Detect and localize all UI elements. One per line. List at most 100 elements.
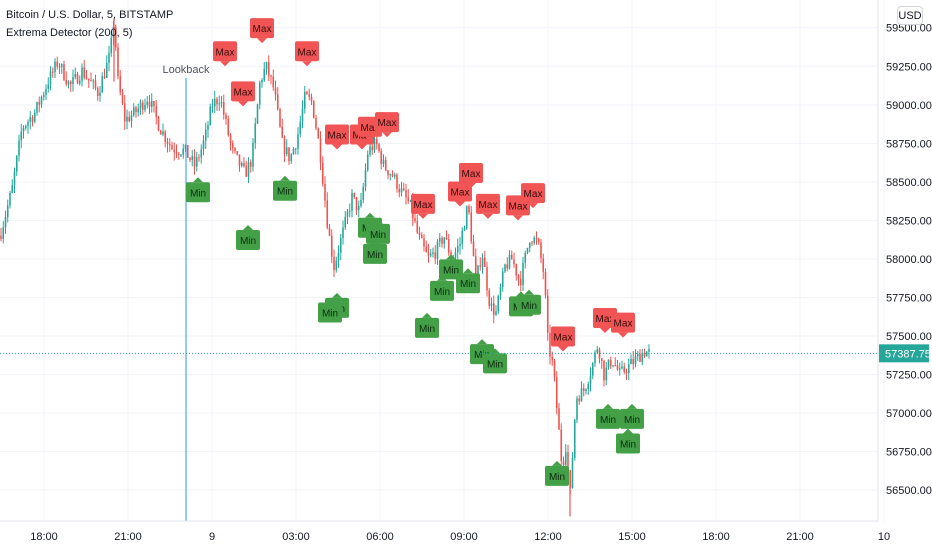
candle	[74, 67, 77, 80]
candle-body	[211, 106, 214, 108]
last-price-badge	[879, 344, 929, 363]
candle-body	[33, 112, 36, 122]
candle-body	[542, 258, 545, 272]
max-marker-box	[611, 312, 635, 333]
candle-body	[447, 239, 450, 253]
candle-body	[643, 352, 646, 357]
candle	[504, 263, 506, 273]
max-marker-box	[213, 41, 237, 62]
candle-body	[85, 77, 88, 79]
max-marker-pointer	[238, 101, 248, 107]
currency-button[interactable]: USD	[897, 6, 923, 25]
max-marker: Max	[295, 41, 319, 67]
max-marker-box	[250, 18, 274, 39]
candle-body	[18, 140, 20, 157]
candle-body	[229, 135, 232, 144]
candle-body	[623, 366, 626, 373]
y-tick-label: 57250.00	[886, 370, 932, 382]
candle-body	[288, 147, 290, 162]
candle	[137, 103, 140, 117]
candle-body	[380, 151, 383, 164]
max-marker-box	[459, 163, 483, 184]
candle	[49, 66, 52, 91]
max-marker: Max	[611, 312, 635, 338]
candle	[400, 181, 403, 197]
candle	[544, 268, 547, 299]
min-marker: Min	[415, 312, 439, 338]
candle-body	[571, 458, 574, 488]
candle-body	[517, 275, 520, 279]
candle-body	[0, 235, 2, 239]
candle	[101, 72, 104, 93]
candle-body	[405, 190, 407, 198]
candle	[360, 193, 362, 208]
candle-body	[645, 351, 648, 357]
indicator-legend[interactable]: Extrema Detector (200, 5)	[6, 27, 133, 39]
max-marker-label: Max	[414, 200, 433, 211]
candle	[301, 100, 304, 129]
y-tick-label: 59250.00	[886, 61, 932, 73]
candle-body	[38, 102, 41, 105]
candle-body	[153, 100, 155, 107]
min-marker-pointer	[422, 312, 432, 318]
min-marker: Min	[318, 297, 342, 323]
candle	[231, 140, 234, 154]
candle	[398, 183, 401, 198]
candle-body	[258, 82, 261, 105]
x-tick-label: 21:00	[114, 531, 142, 543]
candle	[65, 71, 68, 87]
min-marker-label: Min	[367, 250, 383, 261]
max-marker-pointer	[455, 201, 465, 207]
x-tick-label: 18:00	[702, 531, 730, 543]
candle	[621, 360, 623, 370]
x-tick-label: 15:00	[618, 531, 646, 543]
candle-body	[281, 126, 284, 138]
candle-body	[528, 242, 531, 248]
candle-body	[333, 256, 335, 271]
candle-body	[648, 348, 650, 352]
candle-body	[324, 183, 326, 201]
min-marker-label: Min	[521, 301, 537, 312]
min-marker-box	[456, 273, 480, 294]
candle	[337, 245, 340, 268]
max-marker: Max	[250, 18, 274, 44]
candle	[94, 74, 97, 91]
candle-body	[434, 252, 437, 259]
candle-body	[240, 162, 243, 166]
candle-body	[110, 37, 113, 54]
candle-body	[630, 359, 632, 365]
candle-body	[310, 96, 313, 101]
candle	[157, 115, 160, 132]
candle	[276, 87, 279, 111]
candle-body	[418, 232, 421, 235]
candle	[517, 274, 520, 286]
candle-body	[501, 271, 504, 288]
max-marker-pointer	[528, 203, 538, 209]
candle	[69, 80, 72, 92]
exchange-name: BITSTAMP	[119, 9, 174, 21]
candle	[42, 91, 45, 101]
min-marker-label: Min	[277, 187, 293, 198]
candle	[573, 419, 576, 461]
candle-body	[555, 377, 558, 409]
candle-body	[72, 77, 74, 85]
candle-body	[393, 174, 396, 177]
candle-body	[58, 66, 61, 68]
max-marker-box	[448, 181, 472, 202]
candle	[459, 237, 461, 255]
candle	[555, 371, 558, 415]
candle	[180, 154, 182, 158]
max-marker-box	[411, 193, 435, 214]
max-marker: Max	[551, 326, 575, 352]
chart-symbol-header[interactable]: Bitcoin / U.S. Dollar, 5, BITSTAMP	[6, 9, 173, 21]
min-marker: Min	[273, 175, 297, 201]
candle-body	[317, 128, 320, 139]
candle-body	[513, 259, 515, 265]
candle-body	[342, 227, 344, 239]
candle-body	[146, 101, 149, 105]
candle-body	[544, 271, 547, 296]
candle-body	[49, 71, 52, 85]
candle	[247, 157, 250, 184]
candle	[585, 388, 587, 395]
